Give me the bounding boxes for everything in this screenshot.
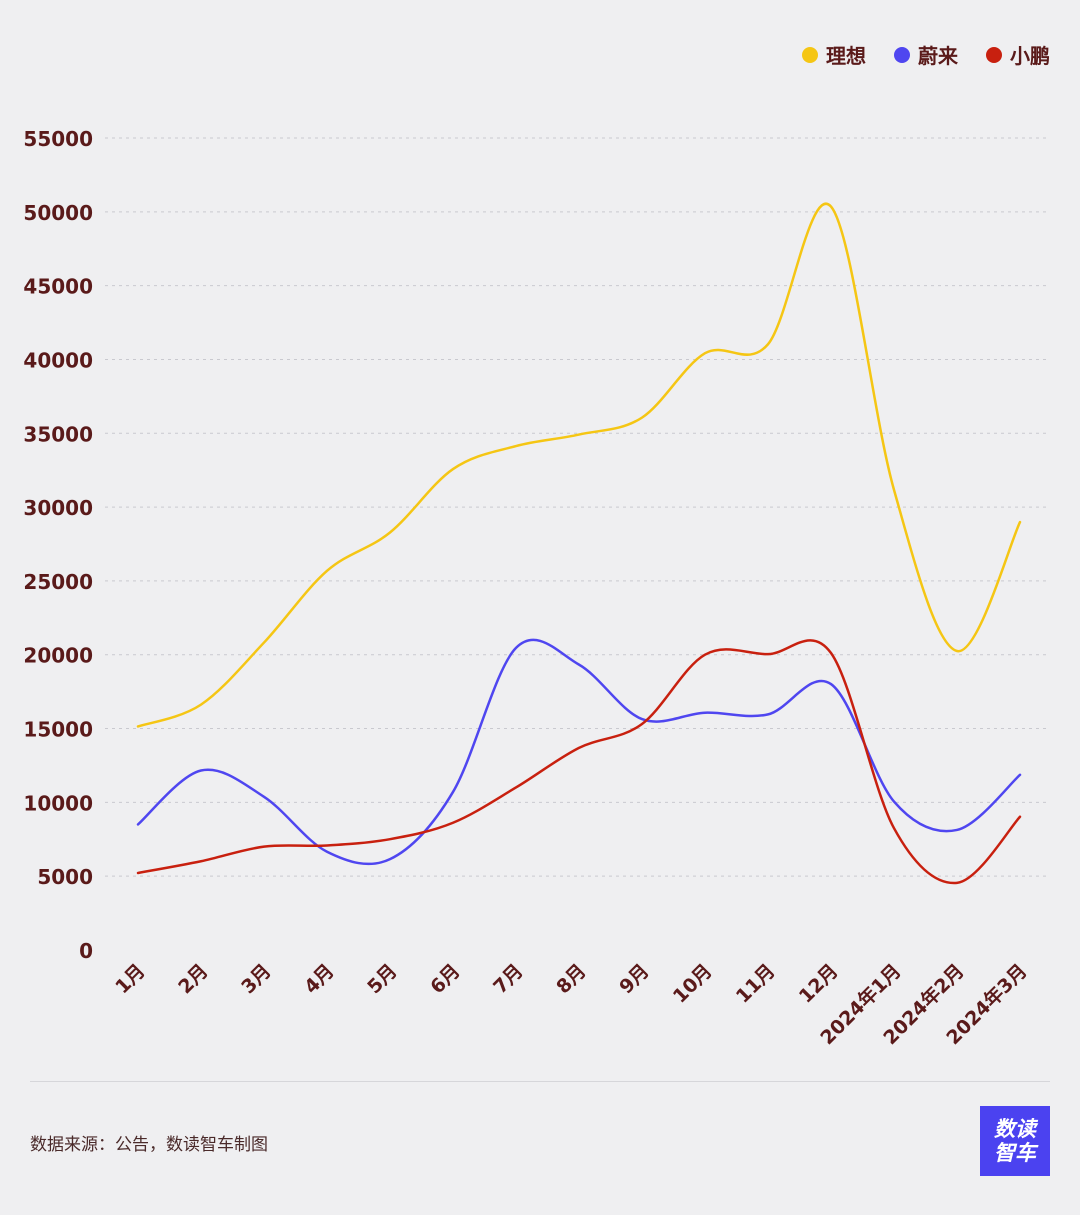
footer-divider (30, 1081, 1050, 1082)
legend-label: 蔚来 (918, 44, 958, 68)
legend-dot-icon (802, 46, 818, 63)
legend-item-xpeng: 小鹏 (986, 40, 1050, 69)
legend-item-nio: 蔚来 (894, 40, 958, 69)
x-tick-label: 7月 (489, 960, 527, 998)
y-tick-label: 50000 (23, 201, 93, 225)
series-line-1 (136, 638, 1022, 866)
logo-text-line2: 智车 (994, 1141, 1036, 1165)
legend-dot-icon (986, 46, 1002, 63)
y-tick-label: 10000 (23, 791, 93, 815)
brand-logo: 数读 智车 (980, 1106, 1050, 1176)
y-tick-label: 15000 (23, 718, 93, 742)
x-tick-label: 2月 (174, 960, 212, 998)
legend-item-lixiang: 理想 (802, 40, 866, 69)
x-tick-label: 5月 (363, 960, 401, 998)
y-tick-label: 5000 (37, 865, 93, 889)
y-tick-label: 55000 (23, 127, 93, 151)
x-tick-label: 4月 (300, 960, 338, 998)
y-tick-label: 35000 (23, 422, 93, 446)
series-line-0 (136, 202, 1022, 728)
x-tick-label: 3月 (237, 960, 275, 998)
series-line-2 (136, 639, 1022, 885)
data-source-note: 数据来源：公告，数读智车制图 (30, 1135, 268, 1155)
x-tick-label: 12月 (795, 960, 843, 1008)
y-tick-label: 45000 (23, 275, 93, 299)
x-tick-label: 10月 (669, 960, 717, 1008)
x-tick-label: 6月 (426, 960, 464, 998)
x-tick-label: 11月 (732, 960, 780, 1008)
legend-label: 小鹏 (1010, 44, 1050, 68)
x-tick-label: 9月 (615, 960, 653, 998)
logo-text-line1: 数读 (994, 1117, 1036, 1141)
legend-dot-icon (894, 46, 910, 63)
y-tick-label: 0 (79, 939, 93, 963)
x-tick-label: 8月 (552, 960, 590, 998)
legend-label: 理想 (826, 44, 866, 68)
x-tick-label: 1月 (111, 960, 149, 998)
y-tick-label: 25000 (23, 570, 93, 594)
legend: 理想 蔚来 小鹏 (802, 40, 1050, 69)
y-tick-label: 40000 (23, 348, 93, 372)
y-tick-label: 20000 (23, 644, 93, 668)
y-tick-label: 30000 (23, 496, 93, 520)
